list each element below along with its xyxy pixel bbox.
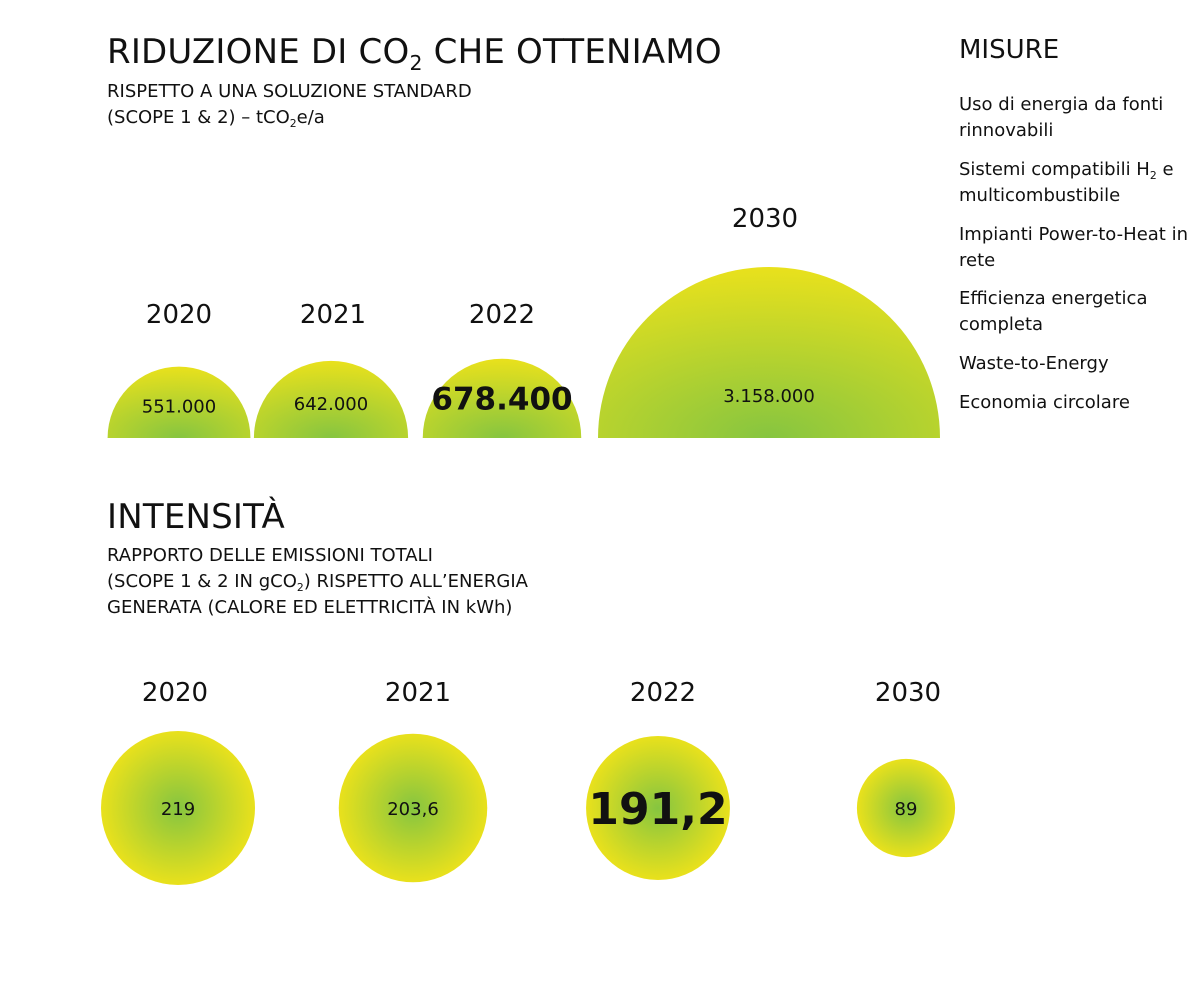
reduction-title-rest: CHE OTTENIAMO [422,32,722,72]
measure-item-label: Efficienza energetica completa [959,288,1148,335]
intensity-subtitle-line1: RAPPORTO DELLE EMISSIONI TOTALI [107,545,433,566]
reduction-value-label: 551.000 [142,396,216,417]
reduction-subtitle-line2-pre: (SCOPE 1 & 2) – tCO [107,107,290,128]
intensity-year-label: 2030 [874,678,942,708]
reduction-subtitle-line2-subscript: 2 [289,116,297,130]
intensity-circle [586,736,730,880]
reduction-year-label: 2030 [731,204,799,234]
reduction-title: RIDUZIONE DI CO2 CHE OTTENIAMO [107,32,722,76]
reduction-semicircle [422,358,582,438]
measure-item-waste-to-energy: Waste-to-Energy [959,351,1189,377]
intensity-subtitle-line2: (SCOPE 1 & 2 IN gCO2) RISPETTO ALL’ENERG… [107,569,528,595]
reduction-value-label: 678.400 [431,381,572,417]
measure-item-subscript: 2 [1149,168,1157,182]
measure-item-label: Impianti Power-to-Heat in rete [959,224,1188,271]
reduction-value-label: 3.158.000 [723,386,815,407]
reduction-semicircle [598,267,940,438]
measure-item-circular-economy: Economia circolare [959,390,1189,416]
intensity-subtitle-line2-pre: (SCOPE 1 & 2 IN gCO [107,571,297,592]
intensity-value-label: 203,6 [387,799,439,820]
intensity-year-label: 2022 [629,678,697,708]
intensity-value-label: 89 [895,799,918,820]
intensity-value-label: 191,2 [588,784,727,835]
measure-item-label: Economia circolare [959,392,1130,413]
reduction-semicircle [107,366,251,438]
intensity-circle [101,731,255,885]
measure-item-label: Waste-to-Energy [959,353,1109,374]
intensity-circle [338,733,488,883]
measure-item-label: Uso di energia da fonti rinnovabili [959,94,1164,141]
measure-item-power-to-heat: Impianti Power-to-Heat in rete [959,222,1189,274]
measure-item-efficiency: Efficienza energetica completa [959,286,1189,338]
intensity-year-label: 2020 [141,678,209,708]
measure-item-renewables: Uso di energia da fonti rinnovabili [959,92,1189,144]
intensity-subtitle: RAPPORTO DELLE EMISSIONI TOTALI (SCOPE 1… [107,543,528,621]
reduction-year-label: 2021 [299,300,367,330]
reduction-title-subscript: 2 [409,51,423,76]
reduction-year-label: 2022 [468,300,536,330]
intensity-circle [856,758,956,858]
intensity-subtitle-line3: GENERATA (CALORE ED ELETTRICITÀ IN kWh) [107,597,513,618]
measure-item-label: Sistemi compatibili H [959,159,1150,180]
reduction-subtitle-line2: (SCOPE 1 & 2) – tCO2e/a [107,105,472,131]
intensity-year-label: 2021 [384,678,452,708]
intensity-subtitle-line2-subscript: 2 [296,580,304,594]
reduction-subtitle: RISPETTO A UNA SOLUZIONE STANDARD (SCOPE… [107,79,472,131]
intensity-title: INTENSITÀ [107,497,285,537]
reduction-semicircle [253,360,409,438]
measures-heading: MISURE [959,35,1060,65]
measure-item-h2: Sistemi compatibili H2 e multicombustibi… [959,157,1189,209]
reduction-value-label: 642.000 [294,394,368,415]
intensity-subtitle-line2-post: ) RISPETTO ALL’ENERGIA [303,571,528,592]
reduction-year-label: 2020 [145,300,213,330]
reduction-title-main: RIDUZIONE DI CO [107,32,410,72]
measure-item-label-post: e multicombustibile [959,159,1174,206]
reduction-subtitle-line1: RISPETTO A UNA SOLUZIONE STANDARD [107,81,472,102]
intensity-value-label: 219 [161,799,195,820]
reduction-subtitle-line2-post: e/a [296,107,325,128]
